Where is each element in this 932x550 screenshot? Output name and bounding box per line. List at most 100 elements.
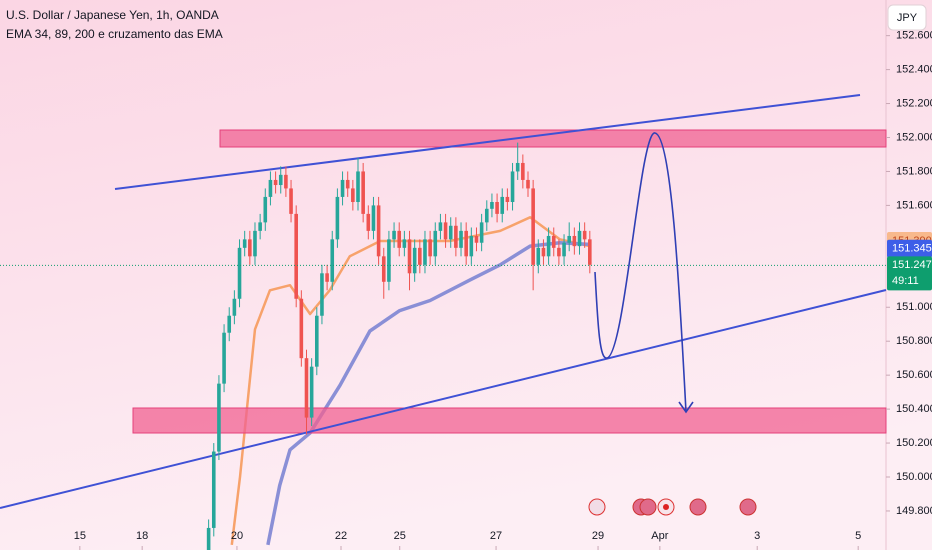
candle-body: [531, 188, 535, 265]
candle-body: [278, 174, 283, 186]
y-tick-label: 150.400: [896, 403, 932, 415]
y-tick-label: 149.800: [896, 505, 932, 517]
x-tick-label: 27: [490, 530, 502, 542]
candle-body: [248, 239, 252, 257]
price-badge: [887, 239, 932, 258]
price-badge-label: 151.247: [892, 259, 932, 271]
candle-body: [433, 230, 438, 257]
candle-body: [366, 213, 371, 231]
candle-body: [572, 235, 577, 247]
y-tick-label: 152.200: [896, 97, 932, 109]
y-tick-label: 152.000: [896, 131, 932, 143]
candle-body: [351, 188, 355, 203]
ema-line: [230, 216, 591, 546]
candle-body: [232, 298, 237, 316]
y-tick-label: 152.400: [896, 64, 932, 76]
candle-body: [474, 235, 479, 243]
lower-trendline[interactable]: [0, 289, 887, 509]
candle-body: [562, 242, 566, 257]
candle-body: [387, 239, 391, 282]
candle-body: [521, 162, 525, 180]
candle-body: [448, 225, 453, 240]
candle-body: [268, 179, 273, 197]
candle-body: [577, 230, 582, 247]
candle-body: [469, 235, 474, 257]
candle-body: [443, 222, 448, 240]
candle-body: [309, 366, 314, 418]
candle-body: [314, 315, 319, 367]
candle-body: [227, 315, 232, 333]
candle-body: [211, 451, 216, 528]
currency-button-label[interactable]: JPY: [897, 12, 918, 24]
candle-body: [407, 239, 412, 274]
candle-body: [392, 230, 396, 240]
candle-body: [242, 239, 247, 248]
candle-body: [500, 196, 505, 214]
candle-body: [273, 179, 278, 186]
y-tick-label: 150.800: [896, 335, 932, 347]
candle-body: [551, 235, 556, 248]
candle-body: [546, 235, 551, 257]
candle-body: [588, 239, 592, 265]
candle-body: [418, 247, 422, 265]
y-tick-label: 151.800: [896, 165, 932, 177]
event-icon[interactable]: [588, 498, 606, 516]
candle-body: [484, 208, 489, 223]
candle-body: [454, 225, 458, 248]
x-tick-label: 22: [335, 530, 347, 542]
candle-body: [567, 235, 572, 243]
indicator-title: EMA 34, 89, 200 e cruzamento das EMA: [6, 27, 223, 41]
x-tick-label: 20: [231, 530, 243, 542]
projection-path[interactable]: [594, 132, 687, 413]
candle-body: [299, 298, 304, 359]
candle-body: [217, 383, 221, 452]
upper-trendline[interactable]: [114, 94, 861, 190]
candle-body: [253, 230, 257, 257]
x-tick-label: 5: [855, 530, 861, 542]
event-icon[interactable]: [689, 498, 707, 516]
candle-body: [412, 247, 417, 274]
candle-body: [325, 273, 329, 282]
candle-body: [459, 230, 463, 248]
y-tick-label: 152.600: [896, 30, 932, 42]
candle-body: [397, 230, 402, 248]
candle-body: [284, 174, 288, 189]
x-tick-label: 25: [394, 530, 406, 542]
currency-button[interactable]: [887, 4, 927, 31]
resistance-zone[interactable]: [219, 129, 887, 148]
y-tick-label: 150.000: [896, 471, 932, 483]
candle-body: [438, 222, 443, 231]
price-badge-label: 151.345: [892, 243, 932, 255]
event-icon[interactable]: [639, 498, 657, 516]
y-tick-label: 151.600: [896, 199, 932, 211]
countdown: 49:11: [892, 275, 919, 287]
candle-body: [335, 196, 340, 240]
candle-body: [423, 239, 427, 265]
x-tick-label: 15: [74, 530, 86, 542]
candle-body: [428, 239, 432, 257]
event-icon[interactable]: [739, 498, 757, 516]
candle-body: [515, 162, 520, 172]
candle-body: [304, 358, 309, 418]
event-dot: [663, 504, 669, 510]
chart-title: U.S. Dollar / Japanese Yen, 1h, OANDA: [6, 8, 219, 22]
candle-body: [464, 230, 468, 257]
candle-body: [356, 171, 360, 203]
candle-body: [402, 239, 407, 248]
price-badge: [887, 256, 932, 291]
candle-body: [320, 273, 324, 316]
support-zone[interactable]: [132, 407, 887, 434]
y-tick-label: 151.000: [896, 301, 932, 313]
candle-body: [490, 202, 494, 209]
candle-body: [536, 247, 541, 265]
candle-body: [526, 179, 530, 189]
x-tick-label: 3: [754, 530, 760, 542]
candle-body: [294, 213, 298, 299]
candle-body: [206, 527, 211, 550]
y-tick-label: 150.600: [896, 369, 932, 381]
ema-line: [266, 240, 590, 546]
x-tick-label: Apr: [651, 530, 668, 542]
candle-body: [361, 171, 365, 214]
candle-body: [495, 202, 499, 214]
